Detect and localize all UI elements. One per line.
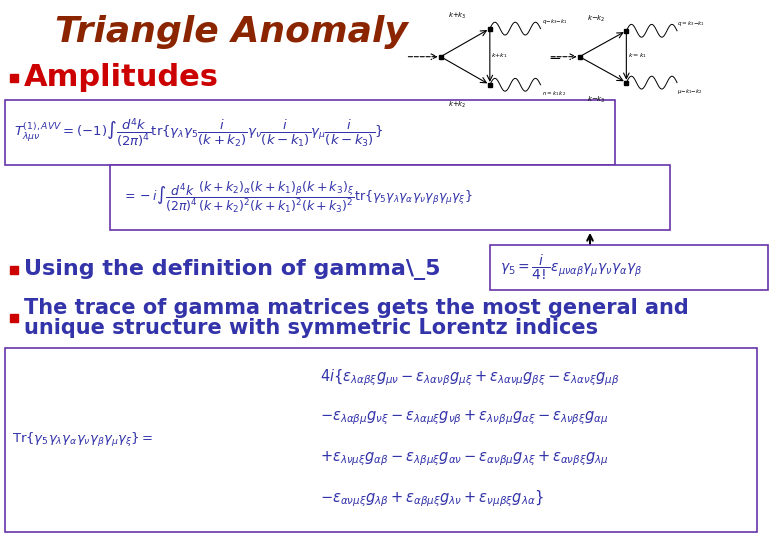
Text: Amplitudes: Amplitudes bbox=[24, 64, 219, 92]
Text: $\gamma_5 = \dfrac{i}{4!}\epsilon_{\mu\nu\alpha\beta}\gamma_\mu\gamma_\nu\gamma_: $\gamma_5 = \dfrac{i}{4!}\epsilon_{\mu\n… bbox=[500, 253, 643, 282]
Text: $-$: $-$ bbox=[548, 49, 562, 64]
Text: $-\epsilon_{\lambda\alpha\beta\mu}g_{\nu\xi} - \epsilon_{\lambda\alpha\mu\xi}g_{: $-\epsilon_{\lambda\alpha\beta\mu}g_{\nu… bbox=[320, 409, 608, 427]
Text: $k{+}k_1$: $k{+}k_1$ bbox=[491, 51, 509, 59]
Bar bbox=[10, 74, 18, 82]
Text: $k{+}k_3$: $k{+}k_3$ bbox=[448, 11, 467, 21]
Text: $= -i\int\dfrac{d^4k}{(2\pi)^4}\dfrac{(k+k_2)_\alpha(k+k_1)_\beta(k+k_3)_\xi}{(k: $= -i\int\dfrac{d^4k}{(2\pi)^4}\dfrac{(k… bbox=[122, 180, 473, 215]
Text: $k{+}k_2$: $k{+}k_2$ bbox=[448, 99, 467, 110]
Text: $4i\{\epsilon_{\lambda\alpha\beta\xi}g_{\mu\nu} - \epsilon_{\lambda\alpha\nu\bet: $4i\{\epsilon_{\lambda\alpha\beta\xi}g_{… bbox=[320, 367, 619, 388]
Bar bbox=[10, 266, 18, 274]
FancyBboxPatch shape bbox=[110, 165, 670, 230]
Text: $\mu{-}k_1{-}k_2$: $\mu{-}k_1{-}k_2$ bbox=[677, 87, 703, 97]
Text: $T^{(1),AVV}_{\lambda\mu\nu}$$ = (-1)\int\dfrac{d^4k}{(2\pi)^4}\mathrm{tr}\{\gam: $T^{(1),AVV}_{\lambda\mu\nu}$$ = (-1)\in… bbox=[14, 116, 384, 149]
Text: $n{=}k_1\,k_2$: $n{=}k_1\,k_2$ bbox=[542, 90, 566, 98]
Text: Using the definition of gamma\_5: Using the definition of gamma\_5 bbox=[24, 260, 441, 280]
Text: $q{=}k_3{-}k_1$: $q{=}k_3{-}k_1$ bbox=[677, 19, 705, 29]
Text: $q{-}k_3{-}k_1$: $q{-}k_3{-}k_1$ bbox=[542, 17, 568, 26]
Text: $\mathrm{Tr}\{\gamma_5\gamma_\lambda\gamma_\alpha\gamma_\nu\gamma_\beta\gamma_\m: $\mathrm{Tr}\{\gamma_5\gamma_\lambda\gam… bbox=[12, 431, 154, 449]
FancyBboxPatch shape bbox=[5, 100, 615, 165]
Text: unique structure with symmetric Lorentz indices: unique structure with symmetric Lorentz … bbox=[24, 318, 598, 338]
FancyBboxPatch shape bbox=[5, 348, 757, 532]
Text: The trace of gamma matrices gets the most general and: The trace of gamma matrices gets the mos… bbox=[24, 298, 689, 318]
Text: $+\epsilon_{\lambda\nu\mu\xi}g_{\alpha\beta} - \epsilon_{\lambda\beta\mu\xi}g_{\: $+\epsilon_{\lambda\nu\mu\xi}g_{\alpha\b… bbox=[320, 449, 608, 468]
Bar bbox=[10, 314, 18, 322]
Text: $-\epsilon_{\alpha\nu\mu\xi}g_{\lambda\beta} + \epsilon_{\alpha\beta\mu\xi}g_{\l: $-\epsilon_{\alpha\nu\mu\xi}g_{\lambda\b… bbox=[320, 489, 544, 509]
FancyBboxPatch shape bbox=[490, 245, 768, 290]
Text: $k{=}k_1$: $k{=}k_1$ bbox=[628, 51, 647, 59]
Text: Triangle Anomaly: Triangle Anomaly bbox=[55, 15, 408, 49]
Text: $k{-}k_2$: $k{-}k_2$ bbox=[587, 14, 606, 24]
Text: $k{-}k_3$: $k{-}k_3$ bbox=[587, 94, 606, 105]
